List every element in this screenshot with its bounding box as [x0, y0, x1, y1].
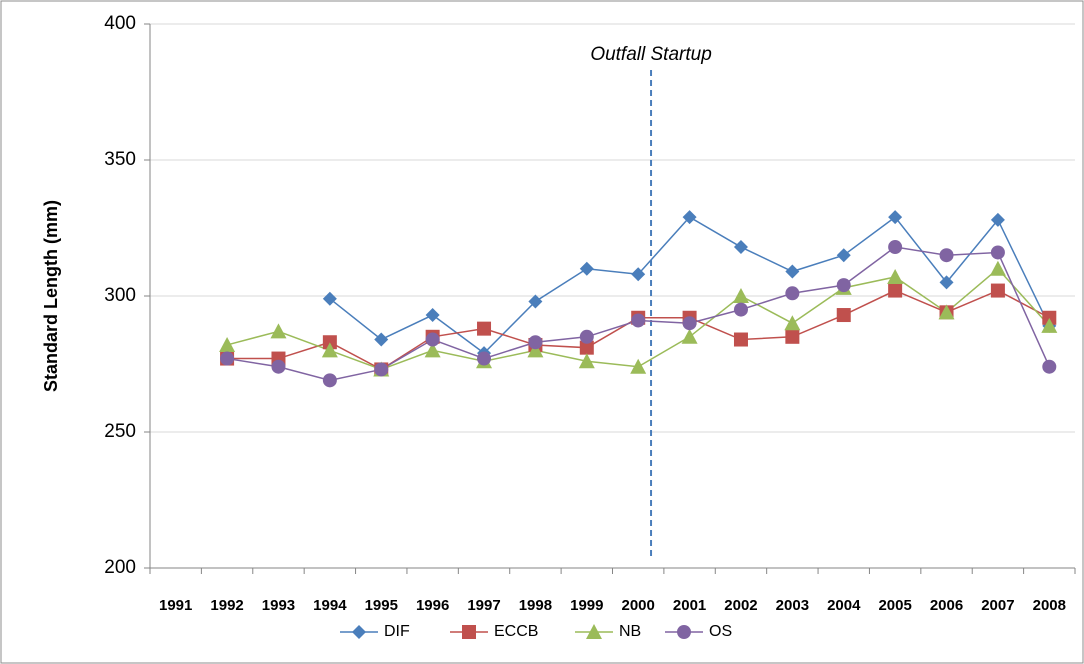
marker	[836, 248, 851, 263]
marker	[374, 362, 389, 377]
x-tick-label: 2001	[673, 597, 706, 614]
marker	[785, 264, 800, 279]
marker	[888, 240, 903, 255]
x-tick-label: 1991	[159, 597, 192, 614]
x-tick-label: 2008	[1033, 597, 1066, 614]
marker	[527, 342, 544, 358]
x-tick-label: 2002	[724, 597, 757, 614]
marker	[528, 294, 543, 309]
marker	[733, 332, 748, 347]
marker	[785, 286, 800, 301]
marker	[1042, 310, 1057, 325]
marker	[220, 351, 235, 366]
marker	[477, 321, 492, 336]
marker	[631, 267, 646, 282]
y-tick-label: 400	[104, 13, 136, 34]
marker	[270, 323, 287, 339]
marker	[989, 260, 1006, 276]
x-tick-label: 1998	[519, 597, 552, 614]
marker	[887, 268, 904, 284]
legend-item: DIF	[340, 623, 410, 640]
marker	[425, 332, 440, 347]
x-tick-label: 2007	[981, 597, 1014, 614]
marker	[528, 335, 543, 350]
x-tick-label: 2000	[622, 597, 655, 614]
legend-item: ECCB	[450, 623, 538, 640]
marker	[682, 210, 697, 225]
marker	[579, 261, 594, 276]
x-tick-label: 2006	[930, 597, 963, 614]
legend-marker	[586, 624, 602, 639]
legend-marker	[462, 625, 476, 639]
y-axis-label: Standard Length (mm)	[41, 200, 61, 392]
marker	[990, 283, 1005, 298]
marker	[322, 373, 337, 388]
y-tick-label: 350	[104, 149, 136, 170]
x-tick-label: 1995	[365, 597, 398, 614]
x-tick-label: 1999	[570, 597, 603, 614]
marker	[1041, 317, 1058, 333]
marker	[425, 308, 440, 323]
x-tick-label: 1992	[210, 597, 243, 614]
marker	[579, 329, 594, 344]
marker	[732, 288, 749, 303]
marker	[836, 308, 851, 323]
marker	[374, 332, 389, 347]
x-tick-label: 2003	[776, 597, 809, 614]
marker	[733, 302, 748, 317]
marker	[990, 212, 1005, 227]
legend-marker	[352, 625, 366, 639]
legend-label: ECCB	[494, 623, 538, 640]
marker	[939, 275, 954, 290]
marker	[990, 245, 1005, 260]
x-tick-label: 2005	[878, 597, 911, 614]
x-tick-label: 1994	[313, 597, 347, 614]
y-tick-label: 250	[104, 421, 136, 442]
marker	[681, 328, 698, 344]
marker	[321, 342, 338, 358]
marker	[271, 359, 286, 374]
legend-label: OS	[709, 623, 732, 640]
marker	[939, 248, 954, 263]
legend-label: NB	[619, 623, 641, 640]
legend-item: OS	[665, 623, 732, 640]
marker	[938, 304, 955, 320]
marker	[630, 358, 647, 374]
marker	[784, 315, 801, 331]
marker	[322, 335, 337, 350]
x-tick-label: 1996	[416, 597, 449, 614]
marker	[578, 353, 595, 369]
y-tick-label: 300	[104, 285, 136, 306]
marker	[888, 283, 903, 298]
legend-item: NB	[575, 623, 641, 640]
marker	[785, 329, 800, 344]
x-tick-label: 1997	[467, 597, 500, 614]
marker	[424, 342, 441, 358]
annotation: Outfall Startup	[590, 44, 711, 65]
marker	[631, 313, 646, 328]
marker	[219, 336, 236, 352]
marker	[733, 240, 748, 255]
x-tick-label: 2004	[827, 597, 861, 614]
marker	[836, 278, 851, 293]
marker	[888, 210, 903, 225]
marker	[682, 316, 697, 331]
x-tick-label: 1993	[262, 597, 295, 614]
legend-label: DIF	[384, 623, 410, 640]
legend-marker	[677, 625, 691, 639]
marker	[477, 351, 492, 366]
marker	[579, 340, 594, 355]
marker	[1042, 359, 1057, 374]
marker	[322, 291, 337, 306]
y-tick-label: 200	[104, 557, 136, 578]
